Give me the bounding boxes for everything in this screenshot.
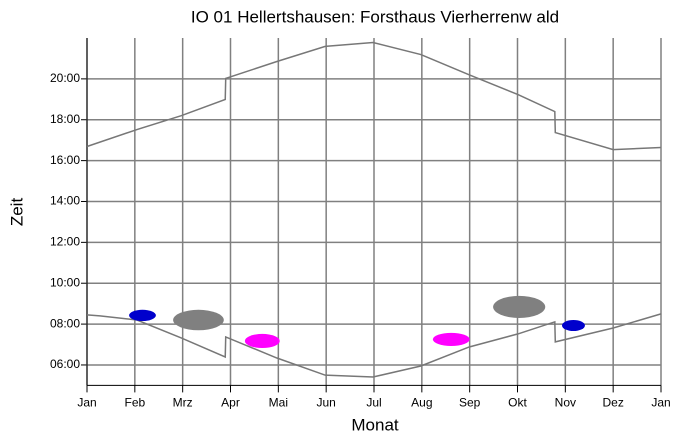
x-tick-label: Aug bbox=[411, 396, 432, 410]
y-tick-label: 12:00 bbox=[50, 235, 80, 249]
x-tick-label: Jul bbox=[366, 396, 381, 410]
y-tick-label: 20:00 bbox=[50, 71, 80, 85]
y-tick-label: 08:00 bbox=[50, 316, 80, 330]
shadow-region bbox=[129, 309, 156, 322]
x-tick-label: Okt bbox=[508, 396, 527, 410]
x-tick-label: Jan bbox=[77, 396, 96, 410]
shadow-region bbox=[561, 320, 585, 332]
y-tick-label: 16:00 bbox=[50, 153, 80, 167]
y-tick-label: 18:00 bbox=[50, 112, 80, 126]
y-tick-label: 10:00 bbox=[50, 275, 80, 289]
line bbox=[86, 313, 662, 378]
x-tick-label: Mrz bbox=[173, 396, 193, 410]
x-tick-label: Nov bbox=[555, 396, 576, 410]
x-tick-label: Dez bbox=[602, 396, 623, 410]
shadow-region bbox=[432, 332, 470, 346]
x-tick-label: Apr bbox=[221, 396, 240, 410]
x-tick-label: Jan bbox=[651, 396, 670, 410]
x-tick-label: Sep bbox=[459, 396, 481, 410]
y-tick-label: 14:00 bbox=[50, 194, 80, 208]
x-tick-label: Mai bbox=[269, 396, 288, 410]
x-tick-label: Feb bbox=[124, 396, 145, 410]
shadow-region bbox=[173, 309, 224, 331]
y-axis-label: Zeit bbox=[7, 198, 26, 227]
y-tick-label: 06:00 bbox=[50, 357, 80, 371]
line bbox=[86, 41, 662, 151]
x-tick-label: Jun bbox=[316, 396, 335, 410]
shadow-region bbox=[493, 295, 546, 318]
x-axis-label: Monat bbox=[351, 415, 399, 434]
shadow-region bbox=[244, 333, 280, 349]
chart-title: IO 01 Hellertshausen: Forsthaus Vierherr… bbox=[191, 7, 559, 26]
